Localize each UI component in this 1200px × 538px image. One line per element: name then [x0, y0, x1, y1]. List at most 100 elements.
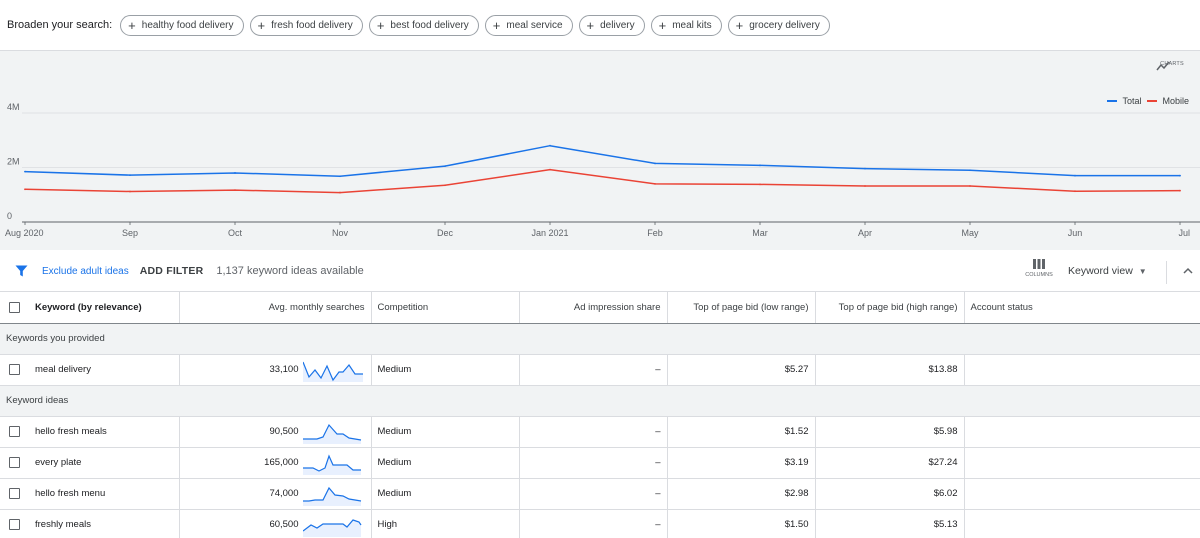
- data-point-total: [864, 167, 866, 170]
- impression-cell: –: [519, 416, 668, 448]
- select-all-checkbox[interactable]: [9, 301, 20, 313]
- status-cell: [964, 478, 1200, 510]
- chip-meal-service[interactable]: + meal service: [484, 14, 573, 36]
- x-tick-label: Jun: [1068, 228, 1083, 238]
- x-tick-label: Aug 2020: [5, 228, 44, 238]
- chip-delivery[interactable]: + delivery: [578, 14, 645, 36]
- y-tick-label: 4M: [7, 102, 20, 112]
- data-point-mobile: [234, 189, 236, 192]
- bid-low-cell: $1.50: [667, 509, 816, 538]
- data-point-total: [549, 144, 551, 147]
- sparkline: [302, 518, 361, 537]
- status-cell: [964, 416, 1200, 448]
- keyword-cell: freshly meals: [0, 509, 180, 538]
- plus-icon: +: [735, 17, 744, 33]
- data-point-total: [969, 169, 971, 172]
- add-filter-button[interactable]: ADD FILTER: [139, 265, 204, 277]
- data-point-mobile: [339, 191, 341, 194]
- searches-cell: 90,500: [179, 416, 372, 448]
- x-tick-label: May: [961, 228, 979, 238]
- exclude-adult-ideas-link[interactable]: Exclude adult ideas: [42, 265, 129, 277]
- data-point-total: [444, 165, 446, 168]
- keyword-cell: every plate: [0, 447, 180, 479]
- x-tick-label: Feb: [647, 228, 663, 238]
- table-row: meal delivery 33,100 Medium – $5.27 $13.…: [0, 354, 1200, 386]
- searches-cell: 33,100: [179, 354, 372, 386]
- keyword-view-dropdown[interactable]: Keyword view ▼: [1068, 265, 1147, 277]
- x-tick-label: Sep: [122, 228, 138, 238]
- header-account-status[interactable]: Account status: [964, 292, 1200, 324]
- bid-low-cell: $3.19: [667, 447, 816, 479]
- impression-cell: –: [519, 354, 668, 386]
- sparkline: [302, 361, 363, 382]
- plus-icon: +: [257, 17, 266, 33]
- bid-high-cell: $13.88: [815, 354, 965, 386]
- x-tick-label: Apr: [858, 228, 872, 238]
- data-point-mobile: [654, 182, 656, 185]
- chip-healthy-food-delivery[interactable]: + healthy food delivery: [120, 14, 244, 36]
- keyword-table: Keyword (by relevance) Avg. monthly sear…: [0, 292, 1200, 538]
- data-point-mobile: [1179, 189, 1181, 192]
- row-checkbox[interactable]: [9, 425, 20, 437]
- bid-high-cell: $5.98: [815, 416, 965, 448]
- divider: [1166, 261, 1167, 284]
- group-label: Keywords you provided: [0, 323, 1200, 355]
- keyword-cell: meal delivery: [0, 354, 180, 386]
- group-label: Keyword ideas: [0, 385, 1200, 417]
- header-ad-impression-share[interactable]: Ad impression share: [519, 292, 668, 324]
- row-checkbox[interactable]: [9, 487, 20, 499]
- plus-icon: +: [376, 17, 385, 33]
- header-avg-monthly-searches[interactable]: Avg. monthly searches: [179, 292, 372, 324]
- columns-label: COLUMNS: [1025, 272, 1053, 278]
- searches-cell: 165,000: [179, 447, 372, 479]
- table-row: freshly meals 60,500 High – $1.50 $5.13: [0, 509, 1200, 538]
- data-point-mobile: [864, 185, 866, 187]
- bid-low-cell: $5.27: [667, 354, 816, 386]
- header-bid-high[interactable]: Top of page bid (high range): [815, 292, 965, 324]
- header-competition[interactable]: Competition: [371, 292, 520, 324]
- status-cell: [964, 354, 1200, 386]
- row-checkbox[interactable]: [9, 518, 20, 530]
- legend-total-swatch: [1107, 100, 1118, 102]
- header-keyword[interactable]: Keyword (by relevance): [0, 292, 180, 324]
- plus-icon: +: [128, 17, 136, 33]
- data-point-total: [339, 175, 341, 178]
- chart-legend: Total Mobile: [1101, 96, 1189, 106]
- bid-high-cell: $27.24: [815, 447, 965, 479]
- bid-high-cell: $6.02: [815, 478, 965, 510]
- search-volume-chart: 0 2M 4M Aug 2020 Sep Oct Nov Dec Jan 2021 Feb Mar A…: [0, 51, 1200, 250]
- impression-cell: –: [519, 447, 668, 479]
- chip-best-food-delivery[interactable]: + best food delivery: [368, 14, 479, 36]
- data-point-total: [234, 172, 236, 174]
- sparkline: [302, 423, 361, 444]
- plus-icon: +: [492, 17, 501, 33]
- header-bid-low[interactable]: Top of page bid (low range): [667, 292, 816, 324]
- chip-fresh-food-delivery[interactable]: + fresh food delivery: [249, 14, 363, 36]
- legend-total-label: Total: [1122, 96, 1142, 106]
- row-checkbox[interactable]: [9, 456, 20, 468]
- data-point-mobile: [759, 183, 761, 186]
- filter-icon[interactable]: [15, 265, 28, 277]
- group-row-ideas: Keyword ideas: [0, 385, 1200, 417]
- series-line-total: [24, 144, 1180, 177]
- competition-cell: Medium: [371, 447, 520, 479]
- keyword-count: 1,137 keyword ideas available: [216, 265, 364, 277]
- bid-low-cell: $2.98: [667, 478, 816, 510]
- group-row-provided: Keywords you provided: [0, 323, 1200, 355]
- collapse-chevron-icon[interactable]: [1183, 263, 1193, 277]
- row-checkbox[interactable]: [9, 363, 20, 375]
- plus-icon: +: [658, 17, 667, 33]
- bid-low-cell: $1.52: [667, 416, 816, 448]
- data-point-mobile: [1074, 190, 1076, 193]
- data-point-mobile: [444, 184, 446, 187]
- trend-icon: [1156, 61, 1170, 71]
- columns-button[interactable]: COLUMNS: [1022, 259, 1056, 278]
- chip-meal-kits[interactable]: + meal kits: [650, 14, 722, 36]
- series-line-mobile: [24, 168, 1181, 194]
- data-point-total: [24, 170, 26, 173]
- chip-grocery-delivery[interactable]: + grocery delivery: [727, 14, 830, 36]
- y-tick-label: 2M: [7, 157, 20, 167]
- broaden-search-bar: Broaden your search: + healthy food deliv…: [0, 0, 1200, 51]
- x-tick-label: Dec: [437, 228, 454, 238]
- charts-button[interactable]: CHARTS: [1156, 61, 1188, 71]
